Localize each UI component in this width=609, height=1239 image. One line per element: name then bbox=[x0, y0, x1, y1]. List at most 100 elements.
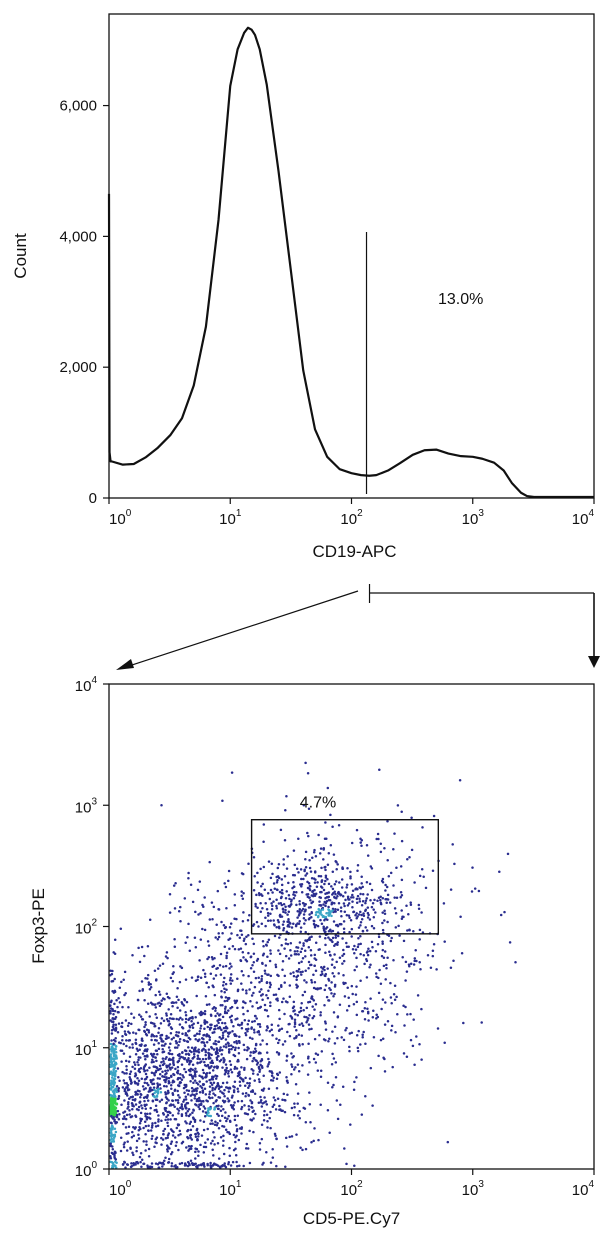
scatter-point bbox=[166, 1150, 169, 1153]
scatter-point bbox=[266, 891, 270, 895]
scatter-point bbox=[305, 1015, 308, 1019]
scatter-point bbox=[334, 880, 338, 883]
scatter-point bbox=[194, 1046, 197, 1049]
scatter-point bbox=[157, 1118, 160, 1121]
scatter-point bbox=[308, 1028, 311, 1031]
scatter-point bbox=[350, 841, 354, 845]
scatter-point bbox=[312, 999, 316, 1002]
scatter-point bbox=[145, 1143, 148, 1146]
scatter-point bbox=[154, 1070, 158, 1074]
scatter-point bbox=[196, 975, 200, 978]
scatter-point bbox=[135, 1146, 138, 1149]
scatter-point bbox=[238, 1076, 242, 1079]
scatter-point bbox=[217, 1084, 220, 1087]
scatter-point bbox=[184, 1017, 188, 1021]
scatter-point bbox=[200, 1134, 204, 1137]
scatter-point bbox=[165, 1066, 169, 1069]
scatter-point bbox=[362, 954, 366, 957]
scatter-point bbox=[269, 1004, 272, 1008]
scatter-point bbox=[184, 1083, 188, 1087]
scatter-point bbox=[325, 891, 329, 895]
scatter-point bbox=[132, 1031, 135, 1034]
scatter-point bbox=[224, 885, 228, 889]
scatter-point bbox=[144, 1055, 148, 1058]
scatter-point bbox=[124, 1032, 127, 1036]
scatter-point bbox=[357, 913, 361, 916]
scatter-point bbox=[252, 1051, 255, 1054]
scatter-point bbox=[316, 1053, 320, 1057]
scatter-frame bbox=[108, 683, 595, 1170]
scatter-point bbox=[334, 908, 337, 911]
scatter-point bbox=[112, 1023, 115, 1026]
scatter-point bbox=[280, 878, 284, 881]
scatter-point bbox=[228, 978, 232, 982]
scatter-point bbox=[212, 1081, 216, 1084]
scatter-point bbox=[276, 888, 279, 892]
scatter-point bbox=[277, 1053, 281, 1056]
scatter-point bbox=[327, 999, 330, 1002]
scatter-point bbox=[386, 859, 389, 862]
scatter-point bbox=[164, 1073, 167, 1076]
scatter-point bbox=[217, 1127, 221, 1130]
scatter-point bbox=[160, 1038, 163, 1041]
scatter-point bbox=[285, 1079, 289, 1083]
scatter-point bbox=[123, 1081, 127, 1085]
scatter-point bbox=[223, 882, 226, 885]
scatter-point bbox=[160, 1033, 164, 1037]
scatter-point bbox=[269, 1161, 273, 1164]
scatter-point bbox=[301, 970, 304, 973]
scatter-point bbox=[187, 1114, 191, 1118]
scatter-point bbox=[178, 1162, 182, 1166]
scatter-point bbox=[242, 1012, 245, 1016]
scatter-point bbox=[333, 895, 336, 899]
scatter-point bbox=[247, 1093, 250, 1097]
scatter-point bbox=[251, 1106, 254, 1109]
scatter-point bbox=[462, 1021, 465, 1025]
scatter-point bbox=[280, 943, 283, 947]
scatter-point bbox=[299, 970, 302, 974]
scatter-point bbox=[257, 1078, 261, 1081]
scatter-point bbox=[249, 1099, 252, 1102]
scatter-point bbox=[305, 1020, 308, 1024]
scatter-point bbox=[251, 1005, 254, 1008]
scatter-point bbox=[206, 957, 209, 961]
scatter-point bbox=[261, 962, 264, 965]
scatter-point bbox=[158, 964, 162, 967]
scatter-point bbox=[364, 1000, 367, 1004]
scatter-point bbox=[224, 1111, 227, 1114]
scatter-point bbox=[177, 1053, 181, 1057]
scatter-point bbox=[381, 948, 385, 952]
scatter-point bbox=[178, 1023, 182, 1026]
scatter-point bbox=[293, 863, 297, 867]
scatter-point bbox=[365, 959, 369, 963]
scatter-point bbox=[163, 1062, 166, 1065]
scatter-point bbox=[347, 1004, 351, 1008]
scatter-point bbox=[228, 1016, 232, 1019]
scatter-point bbox=[282, 927, 286, 930]
scatter-point bbox=[272, 882, 276, 885]
scatter-point bbox=[379, 850, 383, 854]
scatter-point bbox=[240, 1107, 243, 1111]
scatter-point bbox=[318, 1034, 321, 1037]
scatter-point bbox=[139, 1111, 143, 1115]
scatter-point bbox=[322, 965, 326, 969]
scatter-point bbox=[237, 1051, 241, 1055]
scatter-point bbox=[126, 1140, 129, 1143]
scatter-point bbox=[365, 897, 368, 900]
scatter-point bbox=[271, 872, 274, 876]
scatter-x-tick-label-1: 101 bbox=[219, 1179, 242, 1199]
scatter-point bbox=[115, 1113, 119, 1117]
scatter-point bbox=[196, 1054, 200, 1057]
scatter-point bbox=[299, 1006, 303, 1010]
scatter-point bbox=[252, 942, 256, 946]
scatter-point bbox=[322, 903, 325, 906]
scatter-point bbox=[186, 1136, 190, 1140]
scatter-point bbox=[274, 1134, 277, 1137]
scatter-point bbox=[308, 1013, 311, 1017]
scatter-point bbox=[121, 1005, 124, 1009]
scatter-point bbox=[262, 865, 266, 869]
scatter-point bbox=[264, 964, 268, 967]
scatter-point bbox=[213, 1162, 216, 1165]
scatter-point bbox=[268, 981, 272, 985]
scatter-point bbox=[233, 1101, 236, 1104]
